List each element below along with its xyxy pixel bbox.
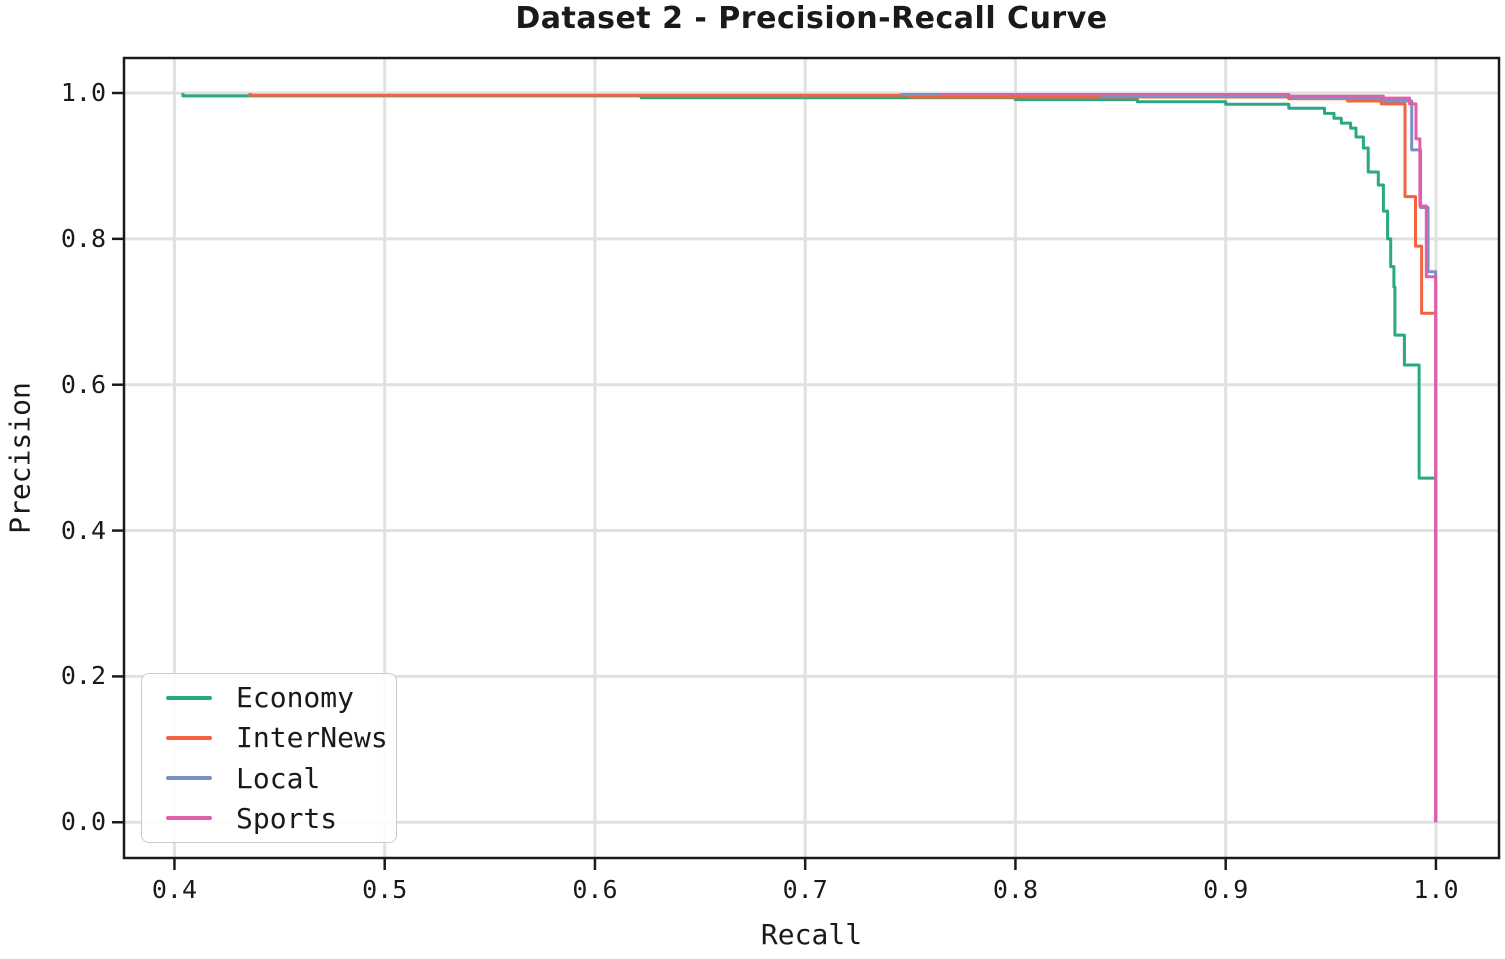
x-tick-label: 1.0 (1413, 875, 1459, 904)
y-tick-label: 0.2 (60, 661, 106, 691)
legend-label: InterNews (236, 721, 388, 755)
y-tick-label: 0.4 (60, 515, 106, 545)
legend-item-internews: InterNews (166, 721, 396, 754)
legend-item-sports: Sports (166, 802, 396, 835)
legend-line-internews (166, 735, 212, 740)
y-tick-label: 0.6 (60, 369, 106, 399)
x-tick-label: 0.4 (151, 875, 198, 904)
x-tick-label: 0.9 (1203, 875, 1249, 904)
legend-line-sports (166, 816, 212, 821)
y-tick-label: 1.0 (60, 78, 106, 107)
legend-label: Economy (236, 681, 355, 715)
curves (181, 93, 1438, 823)
plot-border (122, 56, 1501, 860)
x-tick-label: 0.5 (362, 875, 408, 904)
legend-line-local (166, 776, 212, 781)
x-tick-label: 0.6 (572, 875, 618, 904)
legend-item-local: Local (166, 762, 396, 795)
x-tick-label: 0.8 (992, 875, 1038, 904)
curve-local (900, 93, 1438, 823)
y-tick-label: 0.0 (60, 807, 106, 837)
curve-economy (181, 93, 1438, 823)
legend-item-economy: Economy (166, 681, 396, 714)
curve-internews (248, 93, 1438, 823)
tick-marks (112, 91, 1438, 870)
x-axis-label: Recall (760, 918, 863, 951)
legend: Economy InterNews Local Sports (141, 673, 397, 843)
legend-label: Local (236, 761, 321, 795)
legend-line-economy (166, 695, 212, 700)
chart-title: Dataset 2 - Precision-Recall Curve (515, 1, 1108, 36)
legend-label: Sports (236, 801, 338, 835)
x-tick-label: 0.7 (782, 875, 828, 904)
y-tick-label: 0.8 (60, 223, 106, 253)
curve-sports (940, 93, 1438, 823)
